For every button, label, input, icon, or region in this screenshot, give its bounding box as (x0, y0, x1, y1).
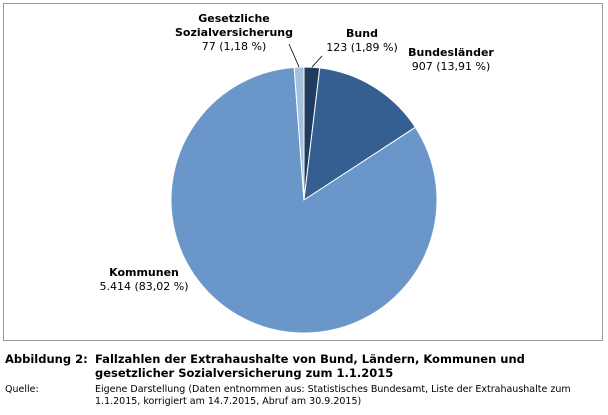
slice-value: 123 (1,89 %) (326, 41, 398, 54)
slice-value: 5.414 (83,02 %) (99, 280, 188, 293)
slice-name: Kommunen (109, 266, 179, 279)
pie-chart: Bund 123 (1,89 %) Bundesländer 907 (13,91 %… (99, 12, 494, 334)
slice-name: Bundesländer (408, 46, 494, 59)
figure-text: Fallzahlen der Extrahaushalte von Bund, … (95, 352, 525, 380)
pie-slice-bundesländer (303, 67, 417, 202)
slice-label: Bundesländer 907 (13,91 %) (408, 46, 494, 73)
leader-line (311, 55, 323, 68)
slice-label: Bund 123 (1,89 %) (326, 27, 398, 54)
slice-label: Gesetzliche Sozialversicherung 77 (1,18 %) (175, 12, 293, 53)
slice-name: Bund (346, 27, 378, 40)
source-label: Quelle: (5, 384, 39, 395)
leader-line (288, 43, 300, 68)
slice-name: Gesetzliche (198, 12, 270, 25)
chart-frame: Bund 123 (1,89 %) Bundesländer 907 (13,91 %… (3, 3, 603, 341)
figure-caption: Abbildung 2: Fallzahlen der Extrahaushal… (5, 352, 605, 408)
slice-value: 77 (1,18 %) (202, 40, 267, 53)
figure-label: Abbildung 2: (5, 352, 88, 366)
slice-label: Kommunen 5.414 (83,02 %) (99, 266, 188, 293)
slice-name: Sozialversicherung (175, 26, 293, 39)
pie-slice-kommunen (170, 66, 438, 334)
pie-slice-gesetzliche-sozialversicherung (293, 66, 305, 201)
source-text: Eigene Darstellung (Daten entnommen aus:… (95, 384, 571, 407)
slice-value: 907 (13,91 %) (412, 60, 491, 73)
